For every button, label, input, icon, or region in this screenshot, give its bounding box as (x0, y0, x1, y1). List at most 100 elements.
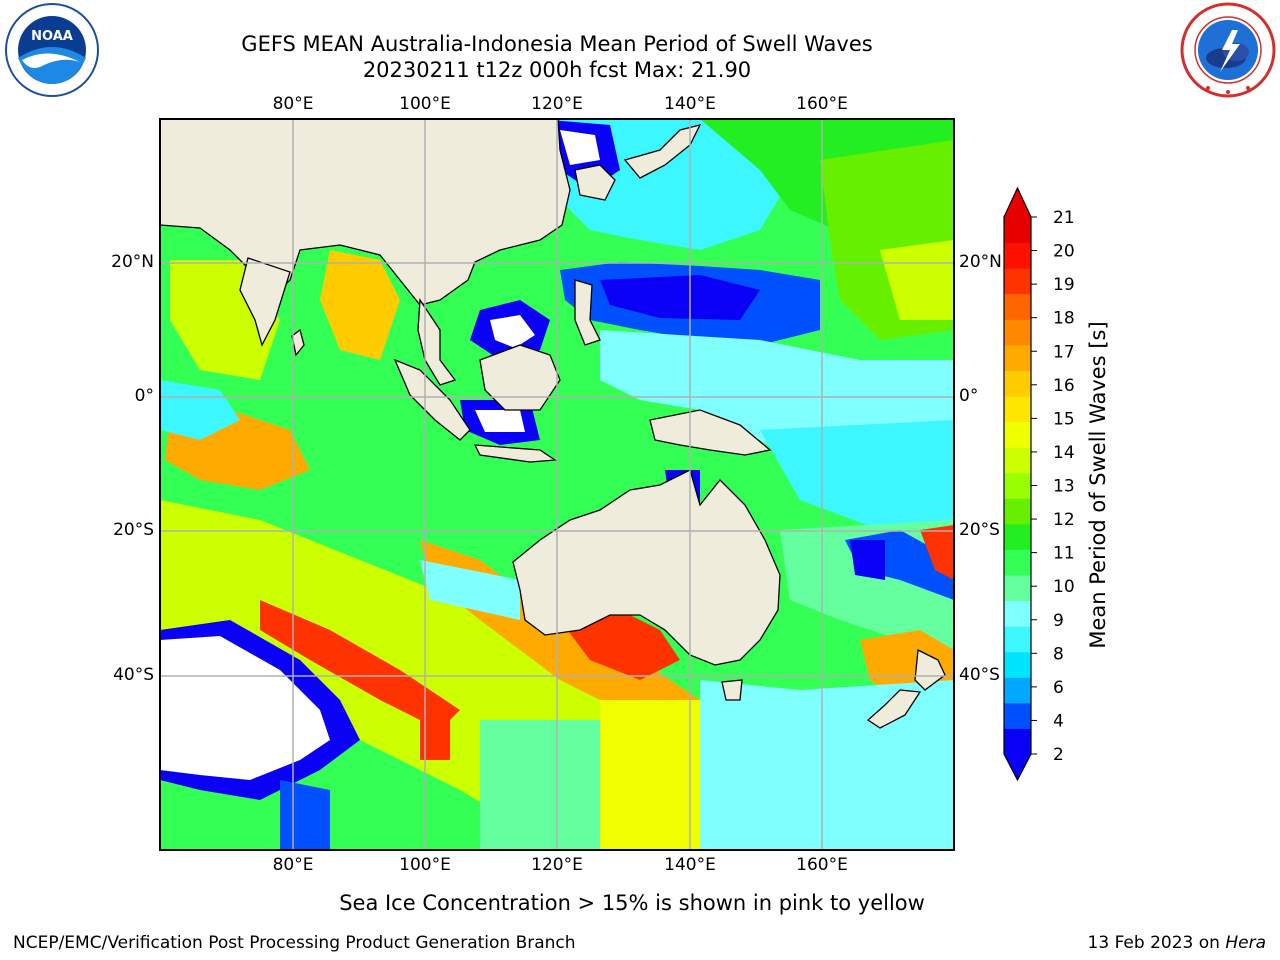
colorbar-tick-label: 13 (1053, 477, 1075, 497)
lon-tick-bottom: 80°E (272, 855, 314, 875)
southwest-white (160, 636, 330, 780)
colorbar-swatch (1004, 421, 1031, 448)
korea-land (574, 164, 616, 201)
philippine-sea-deepblue (600, 275, 760, 320)
borneo-land (479, 344, 561, 411)
chart-title-line1: GEFS MEAN Australia-Indonesia Mean Perio… (241, 32, 873, 56)
nws-logo (1178, 2, 1278, 98)
south-china-sea-white (490, 315, 535, 348)
southern-red-band (260, 600, 460, 730)
colorbar-tick-label: 18 (1053, 309, 1075, 329)
lat-tick-right: 20°N (959, 252, 1002, 272)
coral-sea-cyan (760, 420, 954, 530)
lat-tick-right: 40°S (959, 665, 1000, 685)
colorbar-tick-label: 12 (1053, 510, 1075, 530)
lat-tick-left: 40°S (113, 665, 154, 685)
colorbar-ticks: 2 4 6 8 9 10 11 12 13 14 15 16 17 18 19 20 21 (1031, 208, 1075, 765)
southwest-blue-2 (280, 780, 330, 850)
lon-tick-top: 120°E (531, 94, 583, 114)
southern-red-spot (420, 720, 450, 760)
lon-tick-bottom: 120°E (531, 855, 583, 875)
colorbar: 2 4 6 8 9 10 11 12 13 14 15 16 17 18 19 20 21 (1003, 186, 1075, 782)
lon-tick-bottom: 140°E (664, 855, 716, 875)
sri-lanka-land (291, 328, 305, 357)
land-masses (160, 119, 946, 729)
colorbar-swatch (1004, 523, 1031, 550)
colorbar-swatch (1004, 242, 1031, 269)
malay-peninsula-land (417, 298, 457, 386)
colorbar-swatch (1004, 217, 1031, 244)
colorbar-swatch (1004, 575, 1031, 602)
colorbar-swatch (1004, 651, 1031, 678)
footer-right: 13 Feb 2023 on Hera (1088, 933, 1266, 953)
sea-ice-note: Sea Ice Concentration > 15% is shown in … (339, 891, 925, 915)
colorbar-swatch (1004, 370, 1031, 397)
colorbar-swatches (1004, 217, 1031, 755)
lon-tick-top: 100°E (399, 94, 451, 114)
lat-tick-right: 20°S (959, 520, 1000, 540)
colorbar-tick-label: 2 (1053, 745, 1064, 765)
coral-sea-deepblue (850, 540, 885, 580)
east-edge-red (920, 525, 954, 580)
southern-ocean-cyan (700, 680, 954, 850)
footer-left: NCEP/EMC/Verification Post Processing Pr… (13, 933, 576, 953)
colorbar-tick-label: 17 (1053, 342, 1075, 362)
java-land (473, 444, 557, 463)
footer-host: Hera (1225, 933, 1266, 953)
colorbar-tick-label: 8 (1053, 644, 1064, 664)
nw-pacific-cyan (560, 119, 790, 250)
colorbar-tick-label: 19 (1053, 275, 1075, 295)
yellow-sea-white (560, 130, 600, 165)
colorbar-tick-label: 10 (1053, 577, 1075, 597)
noaa-logo: NOAA (2, 2, 102, 98)
footer-date: 13 Feb 2023 on (1087, 933, 1226, 953)
colorbar-tick-label: 9 (1053, 611, 1064, 631)
southern-yellow (600, 700, 700, 850)
lon-tick-bottom: 160°E (796, 855, 848, 875)
lat-tick-left: 20°S (113, 520, 154, 540)
lon-tick-top: 160°E (796, 94, 848, 114)
bay-of-bengal-orange (320, 250, 400, 360)
india-land (239, 257, 291, 347)
bight-red (560, 610, 680, 680)
colorbar-tick-label: 20 (1053, 242, 1075, 262)
lat-tick-left: 0° (134, 386, 154, 406)
map-gridlines (160, 119, 954, 850)
colorbar-swatch (1004, 677, 1031, 704)
southern-ocean-mint (480, 720, 600, 850)
colorbar-tick-label: 16 (1053, 376, 1075, 396)
lon-tick-top: 80°E (272, 94, 314, 114)
colorbar-min-arrow (1004, 754, 1031, 780)
noaa-logo-text: NOAA (31, 29, 73, 44)
lat-tick-left: 20°N (111, 252, 154, 272)
west-australia-cyan (420, 560, 520, 620)
colorbar-swatch (1004, 293, 1031, 320)
east-pacific-yellow (880, 240, 954, 320)
colorbar-swatch (1004, 702, 1031, 729)
lon-tick-bottom: 100°E (399, 855, 451, 875)
colorbar-swatch (1004, 319, 1031, 346)
chart-title-line2: 20230211 t12z 000h fcst Max: 21.90 (362, 58, 752, 82)
colorbar-swatch (1004, 498, 1031, 525)
colorbar-swatch (1004, 728, 1031, 755)
colorbar-swatch (1004, 472, 1031, 499)
colorbar-swatch (1004, 549, 1031, 576)
lon-tick-top: 140°E (664, 94, 716, 114)
new-guinea-land (649, 409, 772, 456)
asia-land (160, 119, 571, 306)
colorbar-tick-label: 21 (1053, 208, 1075, 228)
australia-land (512, 469, 781, 666)
new-zealand-north-land (914, 648, 946, 691)
colorbar-tick-label: 14 (1053, 443, 1075, 463)
colorbar-swatch (1004, 447, 1031, 474)
colorbar-tick-label: 6 (1053, 678, 1064, 698)
lat-tick-right: 0° (959, 386, 979, 406)
colorbar-swatch (1004, 268, 1031, 295)
colorbar-swatch (1004, 344, 1031, 371)
colorbar-tick-label: 11 (1053, 544, 1075, 564)
colorbar-swatch (1004, 600, 1031, 627)
tasmania-land (721, 679, 743, 701)
new-zealand-south-land (866, 689, 922, 729)
colorbar-swatch (1004, 626, 1031, 653)
